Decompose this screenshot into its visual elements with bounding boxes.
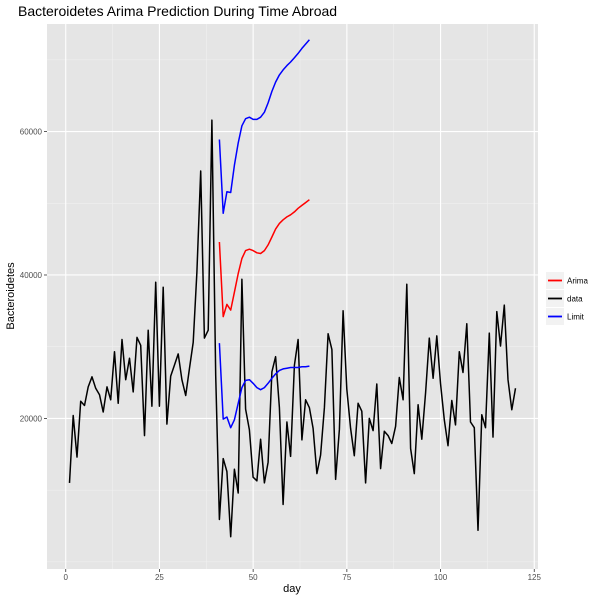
- legend-label-limit: Limit: [567, 313, 585, 322]
- y-axis-title: Bacteroidetes: [5, 262, 17, 330]
- series-layer: [68, 39, 517, 538]
- chart-title: Bacteroidetes Arima Prediction During Ti…: [18, 3, 337, 19]
- axis-layer: 0 25 50 75 100 125 20000 40000 60000: [20, 128, 542, 582]
- series-line-data: [68, 119, 517, 538]
- series-line-limit: [218, 39, 310, 215]
- x-tick-label: 100: [434, 573, 448, 582]
- legend: Arima data Limit: [546, 272, 588, 325]
- x-tick-label: 75: [342, 573, 351, 582]
- x-tick-label: 50: [249, 573, 258, 582]
- x-tick-label: 125: [528, 573, 542, 582]
- y-tick-label: 60000: [20, 128, 43, 137]
- y-tick-label: 40000: [20, 271, 43, 280]
- plot-panel: [47, 24, 538, 569]
- x-axis-title: day: [283, 583, 301, 595]
- legend-label-data: data: [567, 295, 583, 304]
- y-tick-label: 20000: [20, 414, 43, 423]
- x-tick-label: 0: [64, 573, 69, 582]
- legend-label-arima: Arima: [567, 277, 588, 286]
- series-line-arima: [218, 199, 310, 318]
- x-tick-label: 25: [155, 573, 164, 582]
- series-line-limit: [218, 343, 310, 429]
